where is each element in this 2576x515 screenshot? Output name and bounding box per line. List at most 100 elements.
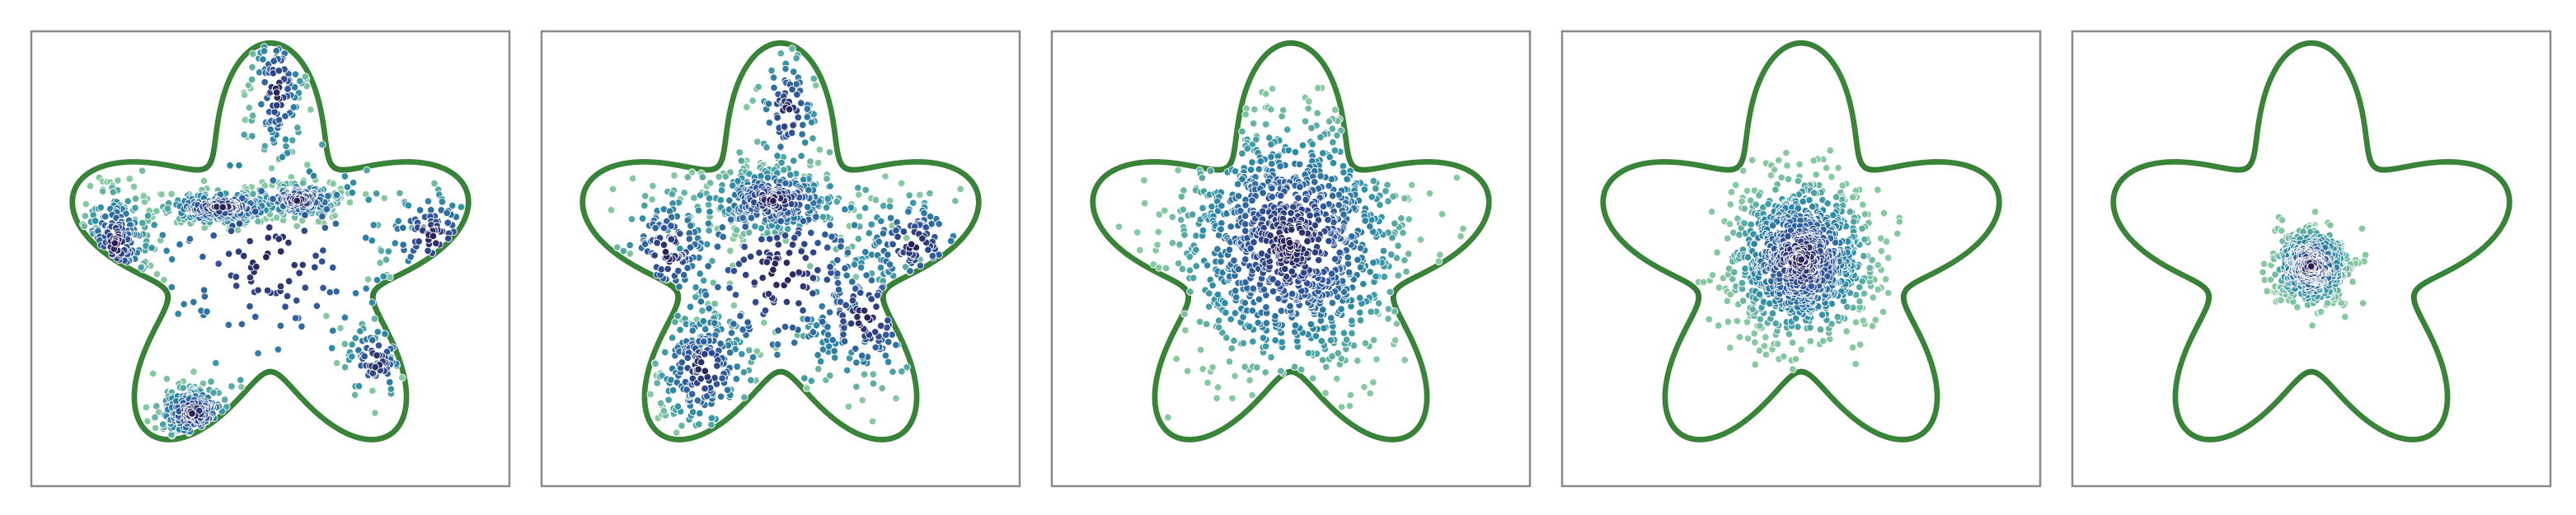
sample-point — [716, 339, 725, 348]
sample-point — [814, 266, 822, 274]
sample-point — [735, 148, 744, 157]
sample-point — [98, 187, 107, 195]
sample-point — [750, 279, 759, 287]
sample-point — [443, 208, 451, 218]
sample-point — [696, 269, 704, 278]
sample-point — [826, 221, 834, 229]
sample-point — [740, 242, 748, 251]
sample-point — [704, 262, 712, 270]
sample-point — [369, 221, 378, 229]
sample-point — [265, 223, 274, 232]
sample-point — [651, 223, 659, 232]
sample-point — [300, 227, 309, 235]
sample-point — [91, 217, 100, 225]
sample-point — [823, 175, 831, 183]
sample-point — [788, 323, 797, 332]
sample-point — [741, 270, 750, 279]
sample-point — [885, 202, 894, 211]
sample-point — [381, 330, 389, 338]
sample-point — [266, 125, 274, 133]
sample-point — [659, 406, 669, 415]
sample-point — [638, 214, 647, 222]
sample-point — [799, 217, 808, 225]
sample-point — [379, 272, 387, 281]
sample-point — [209, 232, 218, 240]
sample-point — [818, 302, 827, 311]
sample-point — [833, 269, 842, 278]
sample-point — [956, 185, 964, 194]
sample-point — [151, 413, 159, 422]
sample-point — [789, 157, 798, 165]
sample-point — [721, 172, 730, 181]
sample-point — [783, 225, 792, 233]
sample-point — [687, 222, 695, 230]
sample-point — [237, 320, 246, 329]
sample-point — [311, 263, 319, 272]
sample-point — [368, 298, 377, 307]
sample-point — [260, 77, 269, 87]
sample-point — [751, 222, 759, 231]
sample-point — [719, 232, 727, 241]
sample-point — [790, 339, 799, 347]
sample-point — [424, 246, 432, 255]
sample-point — [879, 229, 888, 238]
sample-point — [680, 189, 688, 197]
sample-point — [281, 135, 290, 143]
sample-point — [361, 233, 370, 242]
sample-point — [826, 263, 834, 271]
sample-point — [881, 351, 890, 360]
sample-point — [797, 152, 805, 160]
sample-point — [332, 358, 341, 368]
sample-point — [744, 318, 752, 326]
sample-point — [293, 196, 302, 205]
sample-point — [364, 195, 373, 204]
sample-point — [762, 143, 771, 152]
sample-point — [854, 319, 863, 328]
sample-point — [725, 283, 734, 293]
sample-point — [214, 260, 223, 268]
sample-point — [826, 372, 834, 380]
sample-point — [246, 236, 254, 246]
sample-point — [269, 176, 278, 185]
sample-point — [695, 420, 703, 428]
sample-point — [816, 357, 825, 366]
sample-point — [736, 311, 744, 321]
sample-point — [860, 370, 869, 379]
sample-point — [823, 243, 832, 252]
sample-point — [842, 366, 852, 375]
sample-point — [826, 182, 834, 190]
sample-point — [114, 176, 122, 185]
sample-point — [312, 302, 321, 311]
sample-point — [321, 223, 330, 232]
sample-point — [252, 262, 260, 271]
sample-point — [319, 246, 327, 255]
sample-point — [318, 212, 326, 221]
sample-point — [260, 142, 270, 150]
sample-point — [699, 337, 708, 346]
sample-point — [670, 171, 678, 180]
sample-point — [783, 276, 792, 284]
scatter-panel-2 — [540, 30, 1021, 488]
sample-point — [667, 222, 675, 230]
sample-point — [190, 368, 198, 376]
sample-point — [350, 391, 359, 400]
sample-point — [863, 313, 871, 322]
sample-point — [328, 263, 337, 272]
sample-point — [809, 248, 818, 257]
sample-point — [698, 173, 707, 181]
sample-point — [773, 340, 782, 349]
sample-point — [676, 229, 684, 238]
sample-point — [781, 179, 790, 188]
sample-point — [368, 336, 377, 344]
sample-point — [785, 249, 794, 257]
sample-point — [837, 242, 845, 251]
sample-point — [257, 100, 265, 109]
sample-point — [807, 377, 816, 386]
sample-point — [830, 353, 839, 362]
sample-point — [906, 267, 914, 275]
sample-point — [248, 132, 256, 140]
sample-point — [295, 269, 303, 278]
sample-point — [672, 428, 681, 437]
sample-point — [148, 244, 156, 252]
sample-point — [444, 234, 453, 243]
